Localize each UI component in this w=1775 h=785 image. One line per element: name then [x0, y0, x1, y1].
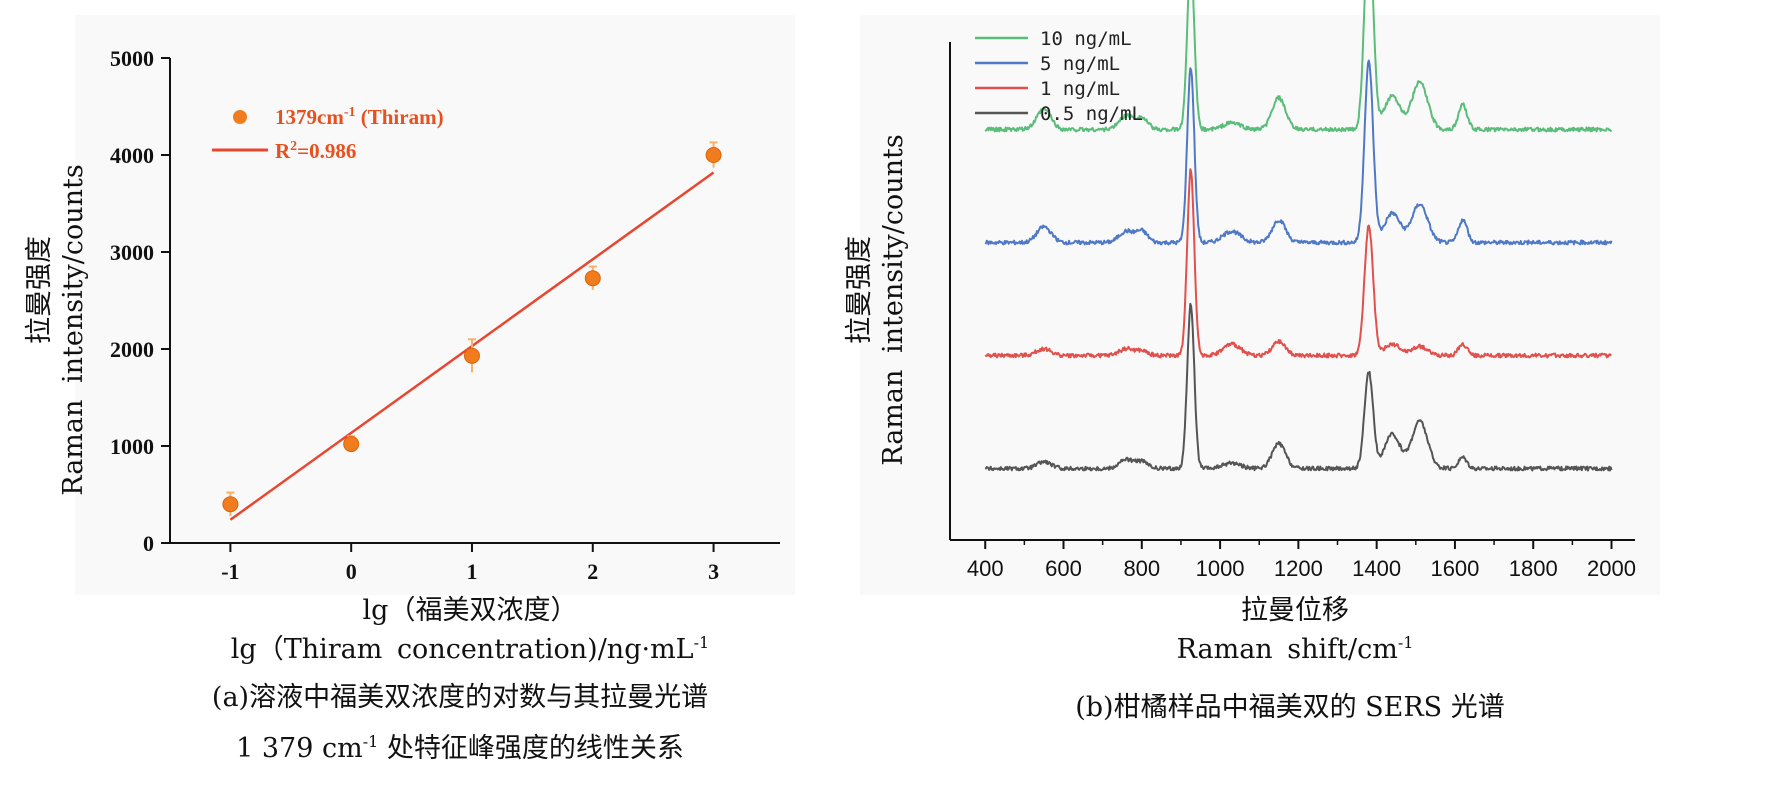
panel-a-ylabel-en: Raman intensity/counts: [58, 164, 89, 496]
data-point: [584, 270, 601, 287]
spectrum-line: [984, 168, 1612, 359]
panel-b-xlabel-en: Raman shift/cm-1: [1177, 633, 1414, 665]
panel-b-ylabel-en: Raman intensity/counts: [878, 134, 909, 466]
panel-a-x-tick-label: -1: [221, 559, 239, 584]
panel-b-x-tick-label: 1000: [1196, 556, 1245, 581]
data-point: [705, 147, 722, 163]
legend-b-label: 5 ng/mL: [1040, 53, 1120, 75]
legend-a-fit-label: R2=0.986: [275, 139, 356, 163]
panel-a-ylabel-en-group: Raman intensity/counts: [58, 164, 89, 496]
panel-a-x-tick-label: 0: [346, 559, 357, 584]
panel-a: -1 0 1 2 3 0 1000 2000 3000 4000 5000 1379cm-1 (T…: [24, 46, 780, 764]
panel-b-caption: (b)柑橘样品中福美双的 SERS 光谱: [1075, 692, 1505, 723]
panel-a-y-tick-label: 4000: [110, 143, 154, 168]
panel-b-xlabel-zh: 拉曼位移: [1241, 595, 1349, 626]
spectrum-line: [984, 0, 1613, 133]
panel-b-spectra: [984, 0, 1613, 472]
panel-a-y-tick-label: 1000: [110, 434, 154, 459]
panel-a-x-ticks: -1 0 1 2 3: [221, 543, 719, 584]
data-point: [463, 347, 480, 364]
panel-a-y-ticks: 0 1000 2000 3000 4000 5000: [110, 46, 170, 556]
panel-b-ylabel-zh: 拉曼强度: [844, 236, 875, 344]
panel-b-x-tick-label: 400: [967, 556, 1004, 581]
panel-a-xlabel-zh: lg（福美双浓度）: [363, 595, 578, 626]
panel-b-x-tick-label: 600: [1045, 556, 1082, 581]
panel-a-y-tick-label: 3000: [110, 240, 154, 265]
spectrum-line: [984, 59, 1613, 246]
panel-b: 400 600 800 1000 1200 1400 1600 1800 2000 10 ng/…: [844, 0, 1636, 723]
panel-b-x-tick-label: 2000: [1587, 556, 1636, 581]
panel-a-ylabel-zh: 拉曼强度: [24, 236, 55, 344]
panel-a-background: [75, 15, 795, 595]
legend-a-marker: [233, 110, 247, 124]
panel-b-ylabel-en-group: Raman intensity/counts: [878, 134, 909, 466]
panel-a-points: [222, 141, 722, 516]
legend-b-label: 0.5 ng/mL: [1040, 103, 1143, 125]
panel-a-x-tick-label: 3: [708, 559, 719, 584]
panel-a-x-tick-label: 1: [466, 559, 477, 584]
panel-b-background: [860, 15, 1660, 595]
spectrum-line: [984, 302, 1613, 472]
panel-a-xlabel-en: lg（Thiram concentration)/ng·mL-1: [231, 633, 709, 665]
panel-a-y-tick-label: 0: [143, 531, 154, 556]
data-point: [343, 436, 360, 453]
panel-a-ylabel: 拉曼强度: [24, 236, 55, 344]
panel-b-legend: 10 ng/mL 5 ng/mL 1 ng/mL 0.5 ng/mL: [975, 28, 1143, 125]
panel-b-x-tick-label: 1600: [1430, 556, 1479, 581]
legend-a-series-label: 1379cm-1 (Thiram): [275, 105, 444, 129]
legend-b-label: 1 ng/mL: [1040, 78, 1120, 100]
panel-b-x-tick-label: 1200: [1274, 556, 1323, 581]
panel-b-x-tick-label: 800: [1123, 556, 1160, 581]
panel-a-caption-line2: 1 379 cm-1 处特征峰强度的线性关系: [236, 732, 684, 764]
panel-b-ylabel: 拉曼强度: [844, 236, 875, 344]
panel-a-x-tick-label: 2: [587, 559, 598, 584]
data-point: [222, 496, 239, 513]
panel-b-x-tick-label: 1800: [1509, 556, 1558, 581]
legend-b-label: 10 ng/mL: [1040, 28, 1132, 50]
panel-b-x-ticks: 400 600 800 1000 1200 1400 1600 1800 2000: [967, 540, 1636, 581]
panel-a-y-tick-label: 5000: [110, 46, 154, 71]
panel-a-caption-line1: (a)溶液中福美双浓度的对数与其拉曼光谱: [212, 682, 708, 713]
panel-b-x-tick-label: 1400: [1352, 556, 1401, 581]
panel-a-y-tick-label: 2000: [110, 337, 154, 362]
